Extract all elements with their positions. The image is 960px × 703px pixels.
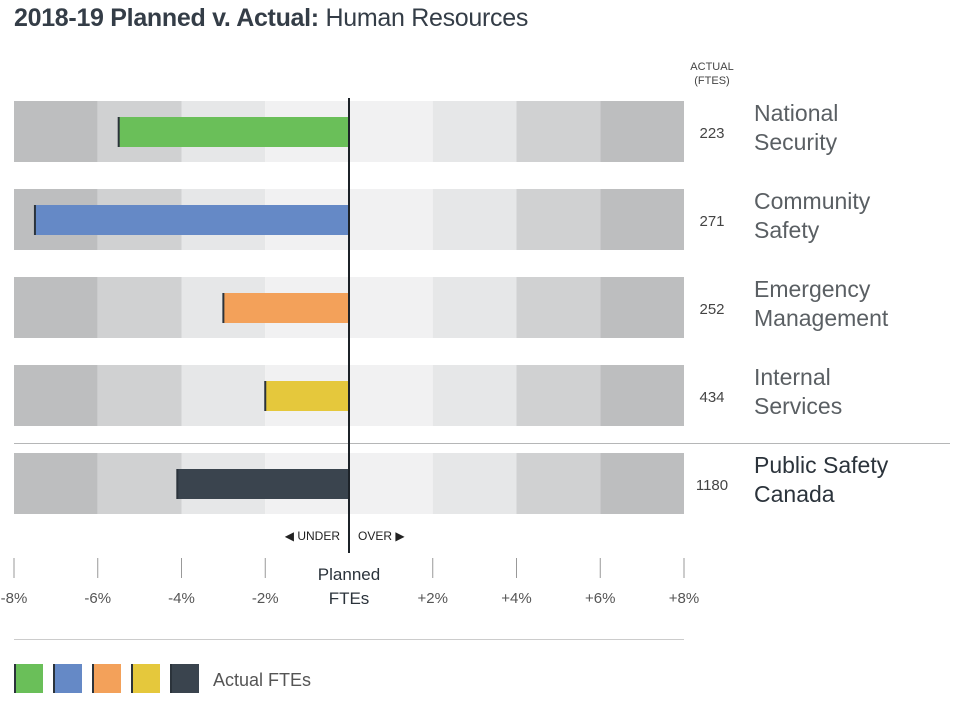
actual-ftes-value: 434	[699, 389, 724, 406]
legend-swatch	[14, 664, 43, 693]
legend-swatch	[170, 664, 199, 693]
background-band	[432, 101, 517, 162]
actual-ftes-value: 223	[699, 125, 724, 142]
background-band	[432, 365, 517, 426]
legend-swatch	[92, 664, 121, 693]
legend-label: Actual FTEs	[213, 670, 311, 690]
category-label: Safety	[754, 217, 820, 243]
background-band	[600, 101, 684, 162]
background-band	[516, 453, 601, 514]
background-band	[181, 365, 266, 426]
actual-marker	[117, 117, 120, 147]
category-label: Public Safety	[754, 452, 889, 478]
legend-swatch-marker	[92, 664, 94, 693]
category-label: Management	[754, 305, 889, 331]
background-band	[349, 453, 433, 514]
background-band	[600, 453, 684, 514]
x-tick-label: +4%	[501, 590, 531, 607]
x-tick-label: +8%	[669, 590, 699, 607]
column-header: ACTUAL	[690, 61, 733, 73]
under-label: ◀ UNDER	[285, 529, 341, 543]
actual-marker	[264, 381, 267, 411]
background-band	[516, 189, 601, 250]
legend-swatch-marker	[14, 664, 16, 693]
background-band	[432, 189, 517, 250]
actual-marker	[222, 293, 225, 323]
background-band	[600, 277, 684, 338]
background-band	[14, 453, 98, 514]
background-band	[600, 189, 684, 250]
center-label: FTEs	[329, 589, 370, 608]
variance-bar	[34, 205, 349, 235]
over-label: OVER ▶	[358, 529, 405, 543]
actual-marker	[33, 205, 36, 235]
actual-ftes-value: 271	[699, 213, 724, 230]
variance-bar	[223, 293, 349, 323]
actual-marker	[176, 469, 179, 499]
actual-ftes-value: 252	[699, 301, 724, 318]
x-tick-label: -2%	[252, 590, 279, 607]
background-band	[97, 277, 182, 338]
x-tick-label: +2%	[418, 590, 448, 607]
variance-bar	[177, 469, 349, 499]
legend-swatch	[131, 664, 160, 693]
background-band	[432, 277, 517, 338]
center-label: Planned	[318, 565, 380, 584]
background-band	[97, 365, 182, 426]
background-band	[14, 101, 98, 162]
legend-swatch-marker	[53, 664, 55, 693]
background-band	[516, 101, 601, 162]
legend-swatch	[53, 664, 82, 693]
x-tick-label: -6%	[84, 590, 111, 607]
category-label: Internal	[754, 364, 831, 390]
column-header-unit: (FTES)	[694, 75, 729, 87]
background-band	[97, 453, 182, 514]
category-label: Services	[754, 393, 842, 419]
category-label: Community	[754, 188, 871, 214]
x-tick-label: -4%	[168, 590, 195, 607]
category-label: Emergency	[754, 276, 871, 302]
background-band	[349, 101, 433, 162]
variance-bar	[118, 117, 349, 147]
background-band	[349, 365, 433, 426]
x-tick-label: -8%	[1, 590, 28, 607]
legend-swatch-marker	[131, 664, 133, 693]
x-tick-label: +6%	[585, 590, 615, 607]
category-label: Canada	[754, 481, 835, 507]
background-band	[432, 453, 517, 514]
background-band	[349, 277, 433, 338]
background-band	[600, 365, 684, 426]
legend-swatch-marker	[170, 664, 172, 693]
actual-ftes-value: 1180	[696, 477, 728, 494]
background-band	[14, 277, 98, 338]
category-label: Security	[754, 129, 838, 155]
category-label: National	[754, 100, 838, 126]
background-band	[14, 365, 98, 426]
variance-bar	[265, 381, 349, 411]
background-band	[516, 365, 601, 426]
background-band	[516, 277, 601, 338]
background-band	[349, 189, 433, 250]
chart-title: 2018-19 Planned v. Actual: Human Resourc…	[14, 4, 529, 32]
